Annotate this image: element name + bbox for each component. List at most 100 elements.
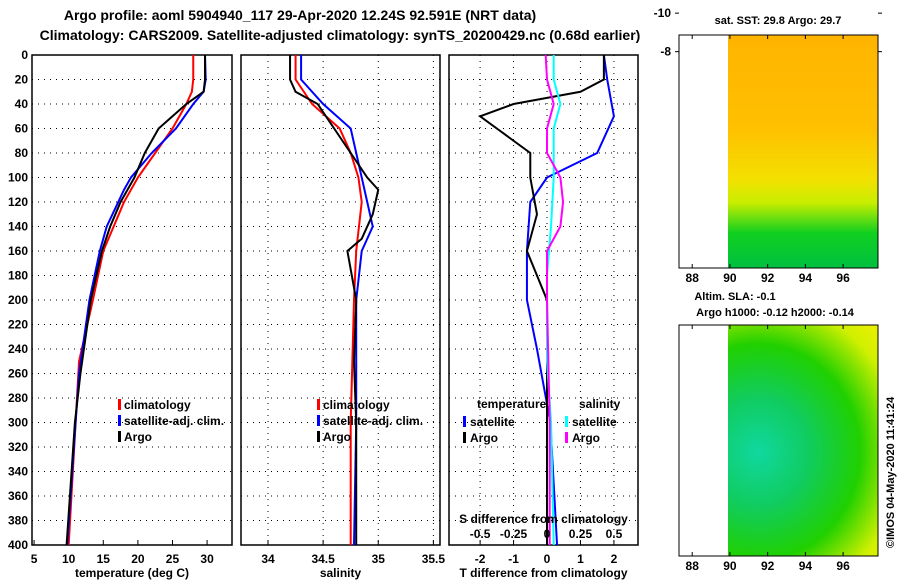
map-x-tick-label: 88 [686,271,700,285]
sst-map-title: sat. SST: 29.8 Argo: 29.7 [715,15,842,27]
y-tick-label: 120 [8,195,28,209]
legend-swatch [565,416,568,427]
plot-frame [240,54,441,546]
series-line-satellite-adj-clim- [66,54,207,546]
y-tick-label: 400 [8,538,28,552]
y-tick-label: 100 [8,171,28,185]
y-tick-label: 280 [8,391,28,405]
y-tick-label: 240 [8,342,28,356]
sla-map-field [728,325,878,556]
series-line-t-satellite [525,54,615,546]
plot-frame [31,54,233,546]
y-tick-label: 260 [8,367,28,381]
y-tick-label: 360 [8,489,28,503]
sla-map-title1: Altim. SLA: -0.1 [694,291,775,303]
y-tick-label: 320 [8,440,28,454]
map-x-tick-label: 90 [723,271,737,285]
x-axis-label: T difference from climatology [459,566,627,580]
legend-label: climatology [323,398,390,412]
x-tick-label: 10 [62,552,76,566]
y-tick-label: 80 [15,146,29,160]
legend-label: Argo [572,431,600,445]
y-tick-label: 0 [21,48,28,62]
x-tick-label: 34 [261,552,275,566]
x2-tick-label: -0.5 [470,527,491,541]
legend-label: satellite [470,415,515,429]
y-tick-label: 180 [8,269,28,283]
y-tick-label: 140 [8,220,28,234]
legend-swatch [118,431,121,442]
legend-label: satellite [572,415,617,429]
legend-swatch [463,432,466,443]
sla-map-title2: Argo h1000: -0.12 h2000: -0.14 [696,307,855,319]
map-x-tick-label: 94 [799,559,813,573]
x2-tick-label: 0.25 [569,527,593,541]
x-tick-label: -2 [475,552,486,566]
legend-label: Argo [323,430,351,444]
x-tick-label: -1 [508,552,519,566]
y-tick-label: 200 [8,293,28,307]
legend-label: satellite-adj. clim. [323,414,423,428]
legend-label: climatology [124,398,191,412]
x2-axis-label: S difference from climatology [459,512,628,526]
map-x-tick-label: 90 [723,559,737,573]
legend-swatch [565,432,568,443]
map-frame [678,34,879,269]
series-line-climatology [294,55,363,545]
y-tick-label: 380 [8,514,28,528]
x-tick-label: 35.5 [422,552,446,566]
legend-swatch [317,415,320,426]
legend-swatch [118,415,121,426]
title-line2: Climatology: CARS2009. Satellite-adjuste… [40,27,641,43]
legend-swatch [463,416,466,427]
map-y-tick-label: -8 [660,45,671,59]
legend-label: satellite-adj. clim. [124,414,224,428]
series-line-s-argo [544,54,565,545]
y-tick-label: 220 [8,318,28,332]
x-tick-label: 1 [577,552,584,566]
x-tick-label: 20 [131,552,145,566]
y-tick-label: 300 [8,416,28,430]
plot-frame [448,54,639,546]
map-x-tick-label: 94 [799,271,813,285]
series-line-argo [289,55,380,545]
map-x-tick-label: 96 [836,559,850,573]
map-x-tick-label: 92 [761,271,775,285]
x-tick-label: 34.5 [311,552,335,566]
y-tick-label: 60 [15,122,29,136]
x-tick-label: 5 [31,552,38,566]
map-x-tick-label: 92 [761,559,775,573]
x-axis-label: temperature (deg C) [75,566,189,580]
x-tick-label: 2 [611,552,618,566]
legend-label: Argo [124,430,152,444]
y-tick-label: 40 [15,97,29,111]
legend-swatch [317,399,320,410]
legend-swatch [317,431,320,442]
x-axis-label: salinity [320,566,362,580]
x-tick-label: 25 [166,552,180,566]
x2-tick-label: 0 [544,527,551,541]
map-x-tick-label: 96 [836,271,850,285]
legend-swatch [118,399,121,410]
map-y-tick-label: -10 [654,6,672,20]
legend-label: Argo [470,431,498,445]
x-tick-label: 0 [544,552,551,566]
y-tick-label: 20 [15,73,29,87]
x-tick-label: 15 [97,552,111,566]
map-x-tick-label: 88 [686,559,700,573]
x2-tick-label: -0.25 [500,527,528,541]
series-line-argo [65,55,207,546]
x-tick-label: 35 [372,552,386,566]
series-line-t-argo [478,55,605,545]
legend-group-title: temperature [477,397,547,411]
footer-credit: ©IMOS 04-May-2020 11:41:24 [885,396,897,548]
y-tick-label: 340 [8,465,28,479]
sst-map-field [728,35,878,268]
title-line1: Argo profile: aoml 5904940_117 29-Apr-20… [64,7,536,23]
x-tick-label: 30 [200,552,214,566]
map-frame [678,324,879,557]
y-tick-label: 160 [8,244,28,258]
legend-group-title: salinity [579,397,621,411]
